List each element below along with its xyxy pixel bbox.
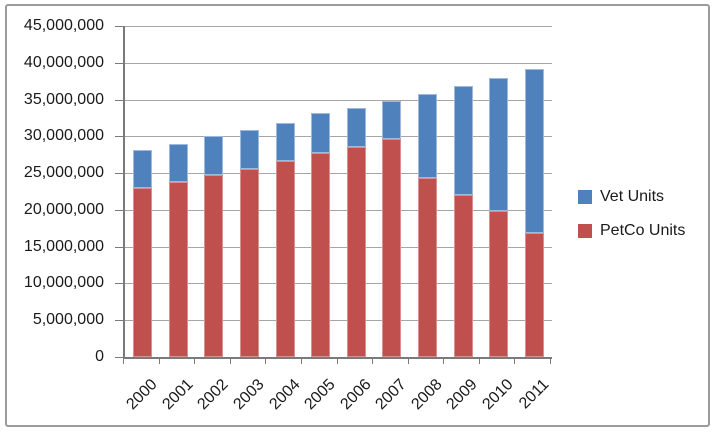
y-axis-tick	[115, 26, 123, 27]
y-axis-label: 10,000,000	[23, 274, 104, 292]
bar-segment-petco-units	[489, 211, 509, 357]
bar-2001	[168, 143, 188, 357]
bar-segment-petco-units	[382, 139, 402, 357]
legend-swatch	[578, 190, 592, 204]
y-axis-tick	[115, 62, 123, 64]
x-axis-label-2004: 2004	[265, 376, 304, 414]
y-axis-label: 30,000,000	[23, 127, 104, 145]
x-axis-label-2002: 2002	[194, 376, 232, 414]
x-axis-tick	[550, 359, 551, 364]
legend-item-petco-units: PetCo Units	[578, 222, 685, 240]
y-axis-tick	[115, 136, 123, 138]
bar-segment-petco-units	[168, 181, 188, 357]
x-axis-label-2011: 2011	[515, 376, 553, 413]
gridline	[125, 320, 552, 322]
legend-label: Vet Units	[600, 188, 665, 205]
gridline	[125, 26, 552, 27]
bar-segment-vet-units	[382, 101, 402, 140]
y-axis-tick	[115, 357, 123, 358]
x-axis-label-2007: 2007	[372, 376, 410, 414]
bar-2009	[453, 86, 473, 357]
gridline	[125, 283, 552, 285]
bar-segment-petco-units	[204, 174, 224, 357]
legend-swatch	[578, 224, 592, 238]
y-axis-label: 5,000,000	[32, 311, 104, 329]
gridline	[125, 136, 552, 138]
x-axis-tick	[229, 359, 231, 364]
bar-segment-vet-units	[489, 78, 509, 212]
x-axis-tick	[407, 359, 409, 364]
bar-segment-petco-units	[417, 177, 437, 357]
bar-2004	[275, 123, 295, 357]
x-axis-tick	[300, 359, 302, 364]
x-axis-tick	[478, 359, 480, 364]
x-axis-tick	[194, 359, 196, 364]
gridline	[125, 99, 552, 101]
x-axis-label-2008: 2008	[408, 376, 446, 414]
x-axis-label-2003: 2003	[230, 376, 268, 414]
y-axis-label: 40,000,000	[23, 53, 104, 71]
bar-segment-petco-units	[524, 232, 544, 357]
x-axis-label-2006: 2006	[337, 376, 375, 414]
x-axis-label-2000: 2000	[123, 376, 161, 414]
y-axis-tick	[115, 283, 123, 285]
x-axis-tick	[123, 359, 124, 364]
legend: Vet Units PetCo Units	[578, 188, 685, 240]
bar-segment-vet-units	[524, 69, 544, 233]
bar-2005	[311, 112, 331, 357]
y-axis-label: 20,000,000	[23, 200, 104, 218]
x-axis-tick	[443, 359, 445, 364]
x-axis-label-2010: 2010	[479, 376, 517, 414]
bar-segment-vet-units	[204, 136, 224, 175]
bar-segment-petco-units	[346, 147, 366, 357]
bar-segment-petco-units	[311, 153, 331, 357]
y-axis-label: 35,000,000	[23, 90, 104, 108]
bar-segment-vet-units	[311, 112, 331, 154]
y-axis-label: 0	[95, 348, 104, 365]
bar-segment-petco-units	[240, 168, 260, 357]
x-axis-label-2009: 2009	[443, 376, 482, 414]
bar-2003	[240, 130, 260, 357]
y-axis-tick	[115, 173, 123, 175]
bar-segment-vet-units	[133, 150, 153, 188]
x-axis-tick	[265, 359, 267, 364]
y-axis-label: 25,000,000	[23, 164, 104, 182]
y-axis-tick	[115, 99, 123, 101]
bar-2000	[133, 150, 153, 357]
legend-item-vet-units: Vet Units	[578, 188, 685, 206]
x-axis-label-2005: 2005	[301, 376, 339, 414]
x-axis-tick	[336, 359, 338, 364]
bar-segment-vet-units	[275, 123, 295, 162]
y-axis-label: 45,000,000	[23, 17, 104, 34]
bar-2002	[204, 136, 224, 357]
bar-segment-petco-units	[133, 187, 153, 357]
bar-segment-vet-units	[346, 107, 366, 148]
bar-segment-petco-units	[275, 161, 295, 357]
gridline	[125, 246, 552, 248]
bar-segment-vet-units	[417, 93, 437, 178]
y-axis-tick	[115, 246, 123, 248]
bar-2006	[346, 107, 366, 357]
gridline	[125, 62, 552, 64]
bar-2010	[489, 78, 509, 357]
y-axis-label: 15,000,000	[23, 237, 104, 255]
plot-area	[123, 26, 552, 359]
legend-label: PetCo Units	[600, 222, 686, 239]
x-axis-tick	[514, 359, 516, 364]
bar-segment-vet-units	[168, 143, 188, 182]
gridline	[125, 209, 552, 211]
bar-2011	[524, 69, 544, 357]
x-axis-tick	[158, 359, 160, 364]
y-axis-tick	[115, 209, 123, 211]
y-axis-tick	[115, 320, 123, 322]
x-axis-tick	[372, 359, 374, 364]
gridline	[125, 173, 552, 175]
x-axis-label-2001: 2001	[159, 376, 197, 414]
bar-2007	[382, 101, 402, 357]
bar-segment-petco-units	[453, 195, 473, 357]
bar-2008	[417, 93, 437, 357]
bar-segment-vet-units	[240, 130, 260, 169]
bar-segment-vet-units	[453, 86, 473, 196]
